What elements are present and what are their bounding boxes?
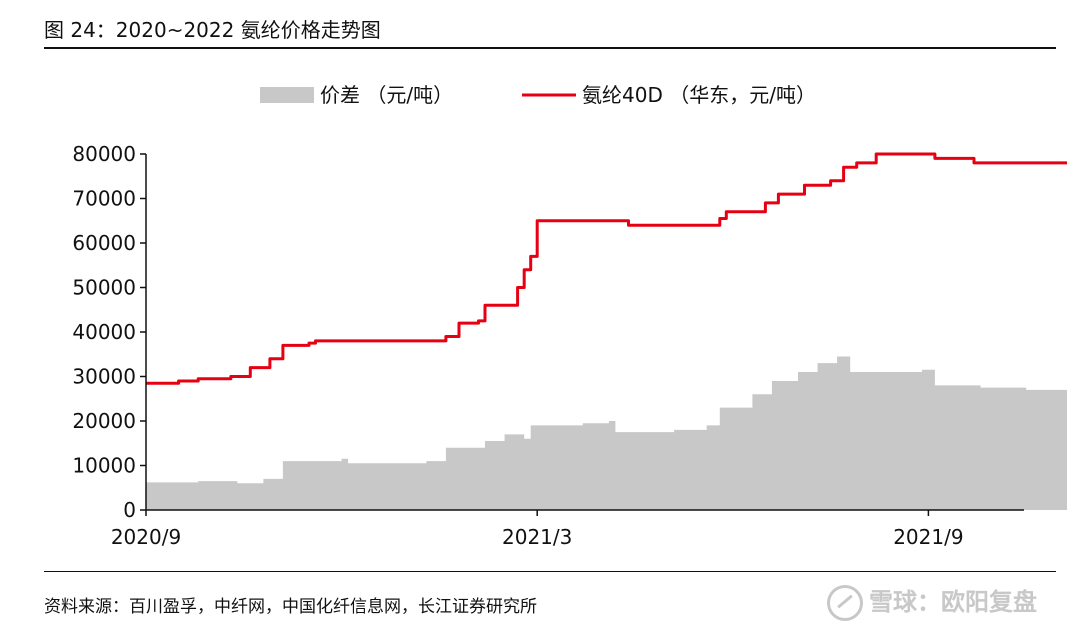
legend: 价差 （元/吨） 氨纶40D （华东，元/吨） xyxy=(260,83,816,107)
y-tick-label: 20000 xyxy=(72,409,136,433)
legend-label-s449883315: 价差 （元/吨） xyxy=(320,83,453,107)
legend-label-s218524560: 氨纶40D （华东，元/吨） xyxy=(582,83,816,107)
axes: 0 10000 20000 30000 40000 50000 60000 70000 8000… xyxy=(72,142,1024,549)
y-tick-label: 50000 xyxy=(72,276,136,300)
spread-area-layer xyxy=(146,356,1067,510)
spread-area-series xyxy=(146,356,1067,510)
x-tick-label: 2020/9 xyxy=(111,525,181,549)
x-tick-label: 2021/9 xyxy=(893,525,963,549)
y-tick-label: 10000 xyxy=(72,454,136,478)
price-line-layer xyxy=(146,152,1067,385)
snowball-logo-icon xyxy=(827,585,863,621)
y-tick-label: 80000 xyxy=(72,142,136,166)
x-tick-label: 2021/3 xyxy=(502,525,572,549)
price-line-series xyxy=(146,152,1067,385)
figure-title: 图 24：2020~2022 氨纶价格走势图 xyxy=(44,18,381,42)
y-tick-label: 40000 xyxy=(72,320,136,344)
y-tick-label: 30000 xyxy=(72,365,136,389)
title-rule xyxy=(44,47,1056,49)
watermark: 雪球：欧阳复盘 xyxy=(827,582,1037,621)
source-note: 资料来源：百川盈孚，中纤网，中国化纤信息网，长江证券研究所 xyxy=(44,597,537,617)
y-tick-label: 70000 xyxy=(72,187,136,211)
legend-swatch-spread xyxy=(260,87,314,103)
y-tick-label: 0 xyxy=(123,498,136,522)
watermark-text: 雪球：欧阳复盘 xyxy=(869,588,1037,616)
source-rule xyxy=(44,571,1056,572)
y-tick-label: 60000 xyxy=(72,231,136,255)
